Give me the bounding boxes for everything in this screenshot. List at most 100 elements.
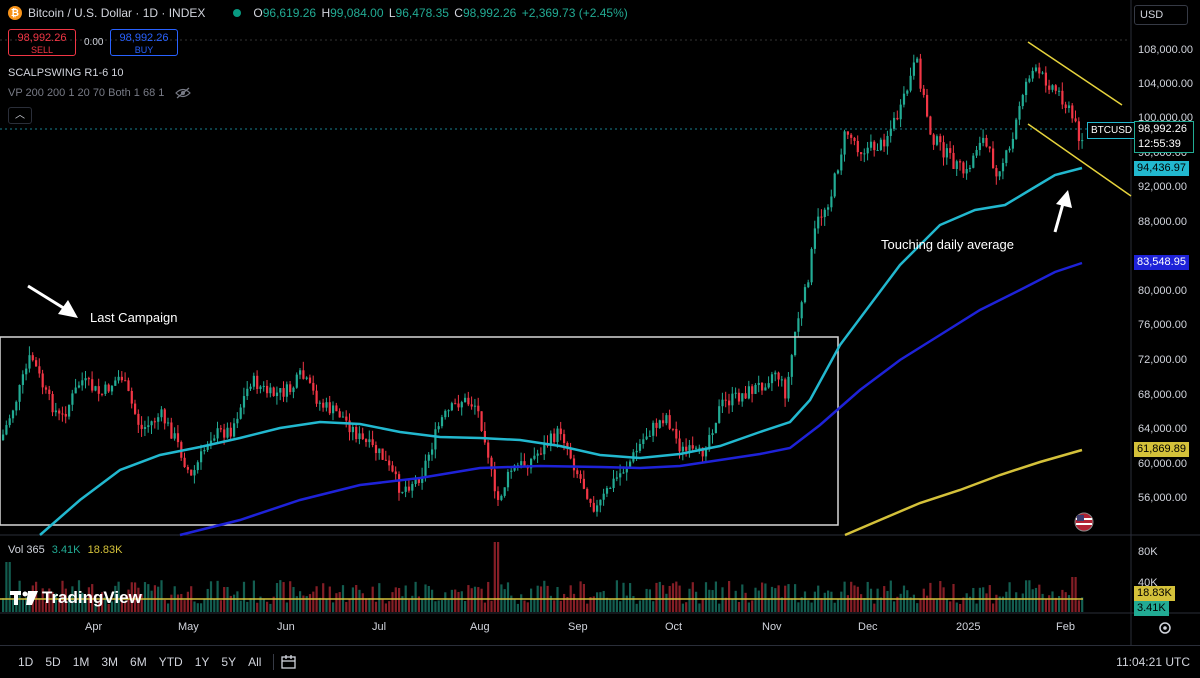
candle-body [239,407,242,419]
volume-bar [1011,598,1014,612]
candle-body [77,385,81,388]
candle-body [414,477,417,485]
candle-body [939,136,942,143]
volume-bar [846,595,849,612]
volume-bar [909,597,912,612]
volume-bar [549,595,552,612]
candle-body [1041,72,1044,74]
range-3m[interactable]: 3M [101,655,119,669]
range-all[interactable]: All [248,655,262,669]
last-campaign-annotation[interactable]: Last Campaign [90,310,178,325]
candle-body [470,404,473,407]
time-axis-label: Feb [1056,621,1075,633]
volume-bar [648,589,651,612]
volume-bar [242,581,246,612]
candle-body [582,478,585,489]
price-axis-label: 56,000.00 [1138,492,1187,504]
volume-bar [836,599,840,612]
market-status-icon [233,9,242,17]
range-ytd[interactable]: YTD [158,655,183,669]
candle-body [11,410,15,419]
candle-body [246,388,249,397]
volume-bar [962,597,965,612]
volume-bar [691,582,694,612]
price-chart[interactable] [0,0,1200,645]
volume-bar [345,601,348,612]
candle-body [757,382,760,385]
range-1y[interactable]: 1Y [194,655,210,669]
volume-bar [216,580,219,612]
volume-bar [850,581,853,612]
volume-bar [582,584,585,612]
indicator-volume-profile[interactable]: VP 200 200 1 20 70 Both 1 68 1 [8,87,192,99]
candle-body [140,424,143,429]
volume-bar [401,596,404,612]
sell-button[interactable]: 98,992.26 SELL [8,29,76,56]
range-1d[interactable]: 1D [18,655,34,669]
hidden-eye-icon[interactable] [175,87,192,99]
volume-bar [490,600,493,612]
candle-body [919,58,922,89]
volume-bar [823,592,826,612]
candle-body [695,447,698,449]
candle-body [605,488,609,494]
range-5d[interactable]: 5D [45,655,61,669]
candle-body [421,476,424,483]
volume-legend[interactable]: Vol 365 3.41K 18.83K [8,544,122,556]
settings-gear-icon [1159,622,1171,634]
volume-bar [384,603,387,612]
time-axis-label: Jul [372,621,387,633]
indicator-scalpswing[interactable]: SCALPSWING R1-6 10 [8,67,124,79]
candle-body [1048,85,1051,90]
volume-bar [609,598,612,612]
candle-body [929,116,932,135]
volume-bar [638,600,642,612]
candle-body [556,428,559,442]
utc-clock[interactable]: 11:04:21 UTC [1116,655,1190,669]
volume-bar [312,591,315,612]
collapse-legend-button[interactable]: ︿ [8,107,32,124]
price-change: +2,369.73 (+2.45%) [521,6,628,20]
candle-body [490,457,493,470]
volume-bar [124,602,127,612]
range-5y[interactable]: 5Y [221,655,237,669]
candle-body [186,467,189,470]
volume-bar [530,588,533,612]
candle-body [500,495,503,500]
candle-body [1021,95,1024,107]
price-axis-label: 68,000.00 [1138,389,1187,401]
volume-bar [200,603,203,612]
volume-bar [1015,592,1018,612]
volume-bar [922,588,925,612]
buy-button[interactable]: 98,992.26 BUY [110,29,178,56]
volume-bar [635,603,638,612]
volume-bar [84,597,87,612]
candle-body [681,446,684,452]
chart-area[interactable] [0,0,1200,645]
volume-bar [1025,580,1028,612]
candle-body [473,405,477,407]
candle-body [840,154,843,171]
candle-body [942,142,945,158]
volume-tag: 3.41K [1134,601,1169,616]
volume-bar [322,583,325,612]
currency-selector[interactable]: USD [1134,5,1188,25]
range-1m[interactable]: 1M [72,655,90,669]
touching-average-annotation[interactable]: Touching daily average [881,237,1014,252]
candle-body [381,448,384,460]
candle-body [902,93,906,105]
range-6m[interactable]: 6M [130,655,147,669]
candle-body [533,455,536,459]
candle-body [503,487,506,496]
date-range-icon[interactable] [280,654,298,670]
candle-body [523,461,526,466]
tradingview-logo[interactable]: TradingView [10,588,142,608]
symbol-title[interactable]: Bitcoin / U.S. Dollar · 1D · INDEX [28,6,206,20]
volume-bar [143,582,147,612]
volume-bar [256,602,259,612]
candle-body [117,376,120,381]
candle-body [328,402,331,414]
time-axis-label: 2025 [956,621,981,633]
candle-body [91,379,94,391]
volume-bar [500,584,503,612]
